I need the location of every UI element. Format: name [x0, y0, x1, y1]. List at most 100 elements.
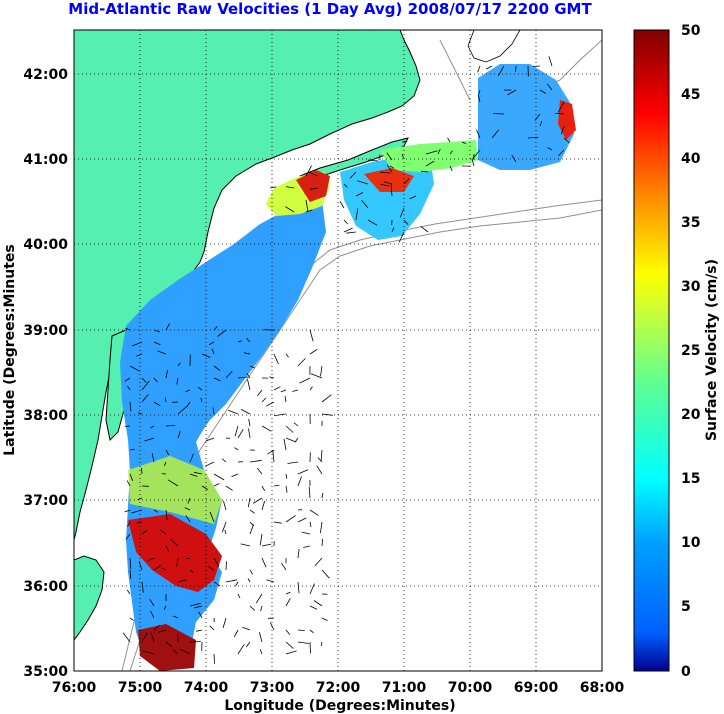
velocity-arrow — [124, 509, 131, 513]
velocity-arrow — [163, 461, 167, 466]
velocity-arrow — [285, 353, 289, 358]
velocity-arrow — [548, 56, 553, 67]
velocity-arrow — [421, 170, 429, 173]
velocity-arrow — [285, 485, 288, 493]
velocity-arrow — [403, 178, 410, 185]
velocity-arrow — [224, 529, 227, 535]
velocity-arrow — [186, 557, 191, 560]
velocity-arrow — [187, 497, 191, 504]
velocity-arrow — [389, 165, 395, 169]
colorbar-tick-label: 40 — [681, 151, 701, 167]
velocity-arrow — [129, 617, 134, 621]
velocity-arrow — [165, 509, 168, 520]
velocity-arrow — [492, 113, 505, 115]
velocity-arrow — [193, 471, 203, 475]
velocity-arrow — [157, 629, 167, 633]
velocity-arrow — [343, 219, 348, 225]
plot-frame — [73, 29, 603, 672]
velocity-arrow — [317, 457, 323, 463]
colorbar-tick-label: 15 — [681, 471, 700, 487]
colorbar-tick-label: 20 — [681, 407, 701, 423]
velocity-arrow — [246, 337, 251, 343]
y-axis-label: Latitude (Degrees:Minutes — [2, 244, 18, 455]
velocity-arrow — [209, 511, 215, 523]
velocity-arrow — [477, 65, 481, 73]
velocity-arrow — [170, 538, 179, 547]
velocity-arrow — [213, 326, 218, 331]
colorbar-tick-label: 35 — [681, 215, 700, 231]
colorbar-tick-label: 5 — [681, 599, 691, 615]
y-tick-label: 42:00 — [23, 67, 68, 83]
velocity-arrow — [295, 437, 299, 442]
outer-banks — [74, 555, 105, 641]
velocity-arrow — [136, 353, 143, 357]
velocity-arrow — [297, 641, 310, 644]
velocity-arrow — [425, 160, 435, 167]
x-tick-label: 73:00 — [250, 680, 295, 696]
velocity-arrow — [321, 569, 330, 579]
velocity-arrow — [150, 632, 155, 643]
velocity-arrow — [126, 480, 131, 487]
velocity-arrow — [163, 605, 167, 610]
velocity-arrow — [129, 569, 132, 579]
velocity-arrow — [269, 376, 275, 379]
velocity-arrow — [285, 186, 295, 189]
velocity-arrow — [237, 340, 242, 343]
velocity-arrow — [273, 386, 281, 391]
velocity-arrow — [189, 602, 201, 607]
velocity-arrow — [240, 409, 251, 415]
velocity-arrow — [200, 397, 203, 403]
velocity-arrow — [309, 583, 315, 595]
velocity-arrow — [213, 473, 225, 481]
velocity-arrow — [272, 450, 275, 463]
velocity-arrow — [309, 386, 313, 391]
velocity-region-georges — [478, 64, 574, 170]
velocity-arrow — [320, 449, 323, 462]
velocity-arrow — [285, 650, 297, 655]
velocity-arrow — [309, 629, 314, 634]
y-axis-ticks: 42:00 41:00 40:00 39:00 38:00 37:00 36:0… — [23, 67, 68, 680]
velocity-arrow — [249, 365, 255, 369]
velocity-arrow — [249, 459, 262, 463]
velocity-arrow — [201, 485, 209, 490]
velocity-arrow — [386, 164, 393, 173]
velocity-arrow — [285, 425, 294, 433]
velocity-arrow — [208, 566, 215, 571]
velocity-arrow — [249, 509, 255, 514]
velocity-arrow — [297, 548, 300, 559]
velocity-arrow — [259, 533, 263, 546]
velocity-arrow — [309, 641, 311, 654]
velocity-arrow — [247, 379, 251, 391]
velocity-arrow — [177, 362, 181, 367]
velocity-arrow — [471, 158, 475, 167]
velocity-arrow — [409, 195, 417, 200]
velocity-arrow — [261, 557, 267, 568]
velocity-arrow — [201, 353, 211, 358]
velocity-arrow — [399, 207, 405, 218]
velocity-arrow — [221, 458, 227, 463]
velocity-arrow — [167, 479, 179, 487]
velocity-arrow — [265, 401, 275, 407]
velocity-arrow — [237, 376, 249, 379]
velocity-arrow — [126, 589, 131, 595]
velocity-arrow — [129, 448, 135, 451]
velocity-arrow — [447, 137, 451, 143]
velocity-arrow — [308, 172, 319, 177]
velocity-arrow — [129, 473, 134, 481]
velocity-arrow — [212, 407, 215, 415]
velocity-arrow — [205, 461, 215, 467]
velocity-arrow — [273, 521, 282, 524]
velocity-arrow — [185, 389, 191, 393]
velocity-arrow — [127, 385, 131, 391]
velocity-arrow — [196, 629, 203, 632]
velocity-arrow — [244, 352, 251, 355]
velocity-arrow — [137, 412, 143, 415]
velocity-arrow — [281, 562, 287, 571]
velocity-arrow — [383, 181, 393, 185]
velocity-arrow — [242, 626, 251, 631]
velocity-field — [120, 64, 576, 671]
velocity-arrow — [355, 208, 359, 221]
velocity-arrow — [285, 515, 296, 523]
velocity-arrow — [150, 425, 155, 429]
velocity-arrow — [321, 492, 324, 499]
